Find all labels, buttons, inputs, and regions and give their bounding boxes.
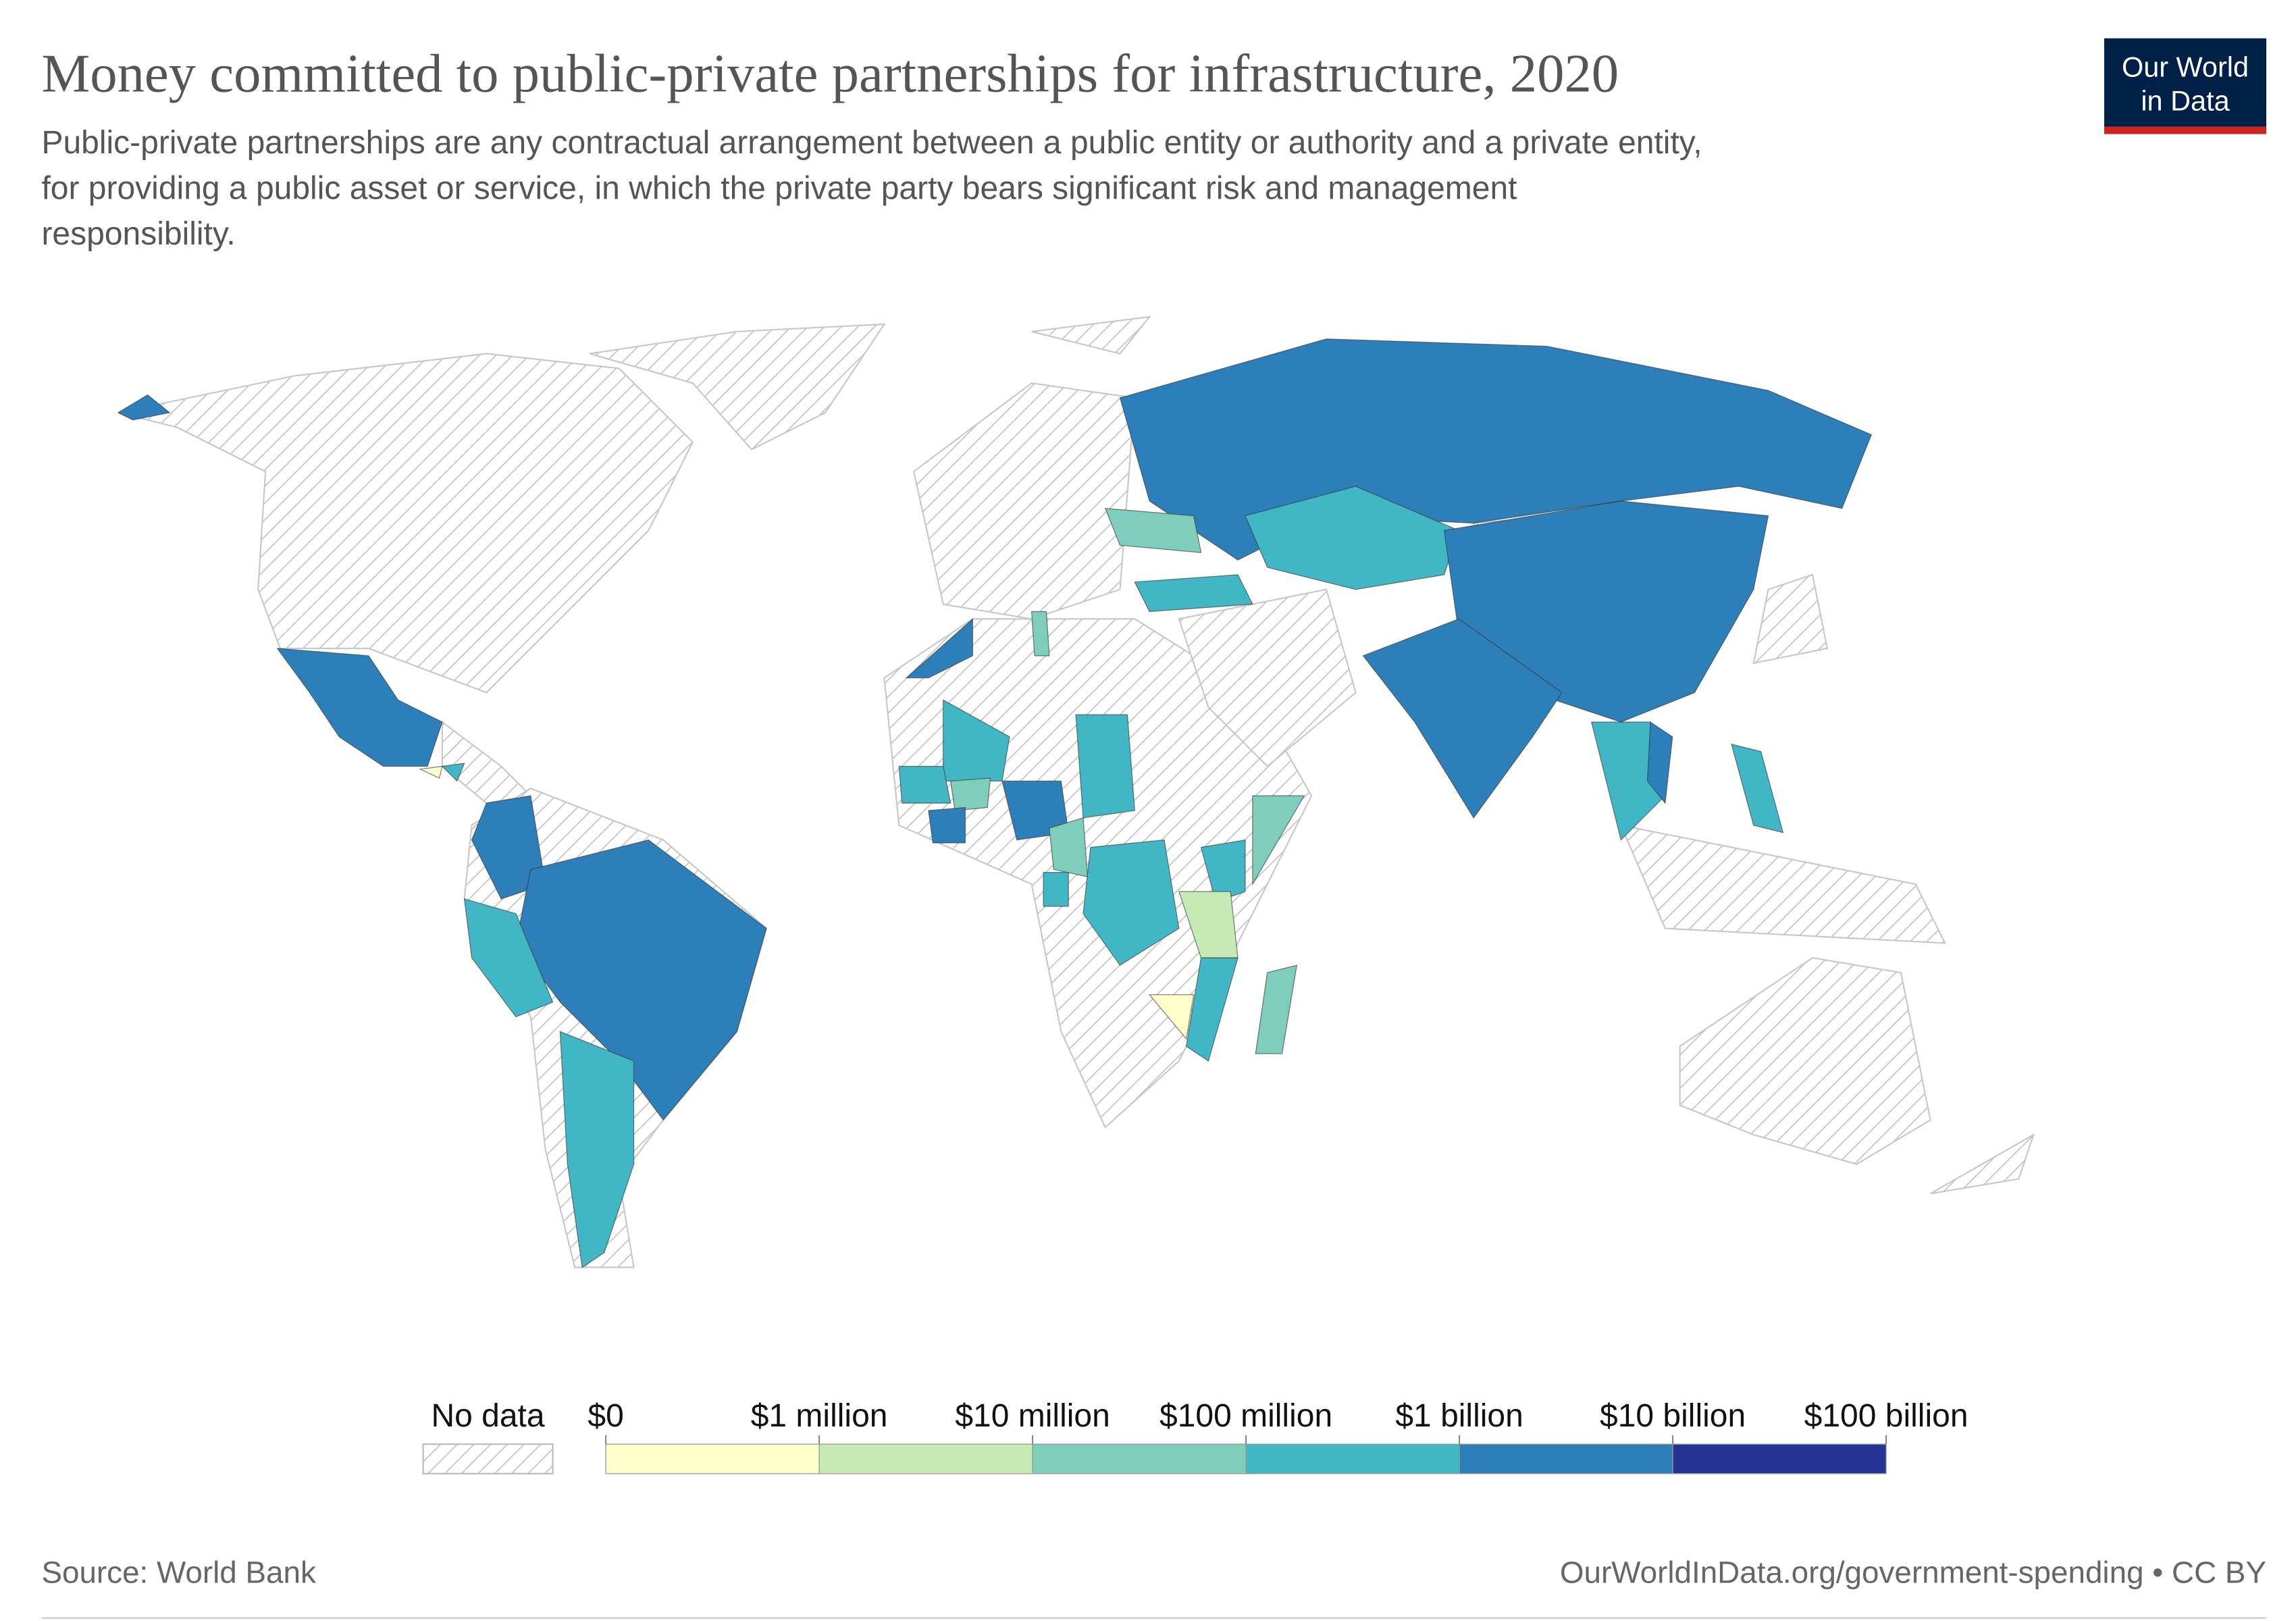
legend-label: $1 billion: [1395, 1398, 1523, 1434]
legend-label: $0: [588, 1398, 623, 1434]
country: [1200, 839, 1246, 903]
country: [905, 617, 974, 679]
no-data-swatch: [422, 1443, 554, 1474]
legend-bin: [605, 1443, 820, 1474]
country: [441, 763, 465, 782]
country: [949, 777, 991, 811]
logo-box: [2104, 38, 2266, 127]
subtitle-line: Public-private partnerships are any cont…: [41, 125, 1702, 161]
logo[interactable]: Our World in Data: [2104, 38, 2266, 134]
land: [1178, 588, 1357, 768]
country: [1043, 871, 1069, 907]
country: [1252, 795, 1305, 886]
country: [1186, 957, 1238, 1062]
title: Money committed to public-private partne…: [41, 43, 1619, 103]
land: [118, 353, 694, 694]
country: [1255, 964, 1298, 1054]
land: [1031, 315, 1151, 355]
land: [441, 720, 533, 804]
country: [1245, 486, 1460, 590]
legend-bin: [1672, 1443, 1887, 1474]
legend-label: $1 million: [751, 1398, 888, 1434]
country: [1082, 839, 1180, 966]
logo-text: Our World: [2122, 51, 2249, 82]
legend-bin: [1032, 1443, 1247, 1474]
country: [1075, 714, 1136, 819]
logo-text: in Data: [2141, 85, 2230, 117]
country: [1148, 994, 1195, 1040]
country: [463, 898, 554, 1018]
source: Source: World Bank: [41, 1555, 316, 1589]
legend: No data $0 $1 million $10 million $100 mill…: [422, 1398, 1968, 1474]
country: [898, 765, 951, 804]
country: [1049, 817, 1089, 878]
country: [1731, 743, 1784, 833]
country: [928, 806, 966, 844]
subtitle-line: responsibility.: [41, 216, 235, 252]
legend-label: No data: [431, 1398, 544, 1434]
country: [1134, 574, 1253, 613]
land: [589, 323, 886, 451]
url: OurWorldInData.org/government-spending •…: [1560, 1555, 2266, 1589]
land: [1752, 573, 1829, 665]
land: [1679, 957, 1931, 1165]
country: [418, 765, 443, 779]
country: [1104, 507, 1202, 553]
land: [912, 382, 1136, 620]
land: [1619, 824, 1947, 944]
subtitle-line: for providing a public asset or service,…: [41, 171, 1517, 207]
world-map: [117, 315, 2035, 1268]
country: [1646, 721, 1673, 804]
country: [559, 1031, 635, 1268]
country: [471, 795, 546, 900]
land: [1930, 1133, 2035, 1195]
legend-label: $10 million: [955, 1398, 1110, 1434]
legend-label: $100 million: [1159, 1398, 1332, 1434]
country: [1030, 611, 1050, 657]
country: [276, 648, 443, 767]
country: [1362, 618, 1563, 819]
legend-bin: [1245, 1443, 1460, 1474]
legend-bin: [818, 1443, 1033, 1474]
legend-bin: [1459, 1443, 1673, 1474]
legend-label: $100 billion: [1804, 1398, 1968, 1434]
legend-label: $10 billion: [1600, 1398, 1746, 1434]
logo-bar: [2104, 126, 2266, 134]
country: [117, 394, 171, 421]
